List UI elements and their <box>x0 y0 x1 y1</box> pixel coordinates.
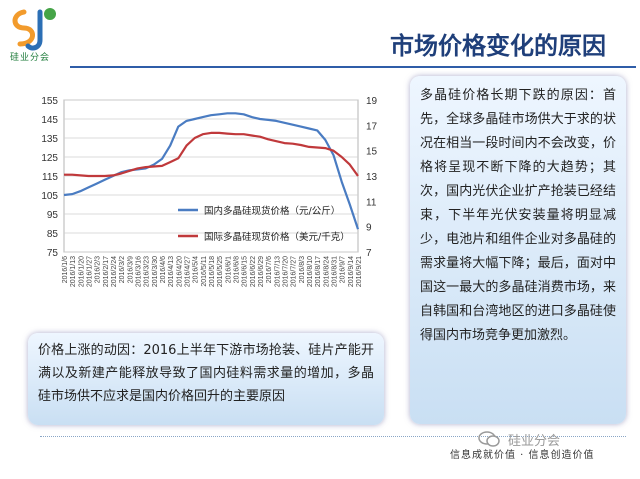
y-right-tick-label: 9 <box>366 223 372 234</box>
x-tick-label: 2016/4/13 <box>168 256 175 287</box>
x-tick-label: 2016/8/17 <box>315 256 322 287</box>
x-tick-label: 2016/6/1 <box>225 256 232 283</box>
x-tick-label: 2016/8/31 <box>332 256 339 287</box>
y-right-tick-label: 13 <box>366 172 378 183</box>
rise-reasons-box: 价格上涨的动因：2016上半年下游市场抢装、硅片产能开满以及新建产能释放导致了国… <box>28 333 384 425</box>
x-tick-label: 2016/3/9 <box>127 256 134 283</box>
x-tick-label: 2016/4/20 <box>176 256 183 287</box>
x-tick-label: 2016/2/24 <box>111 256 118 287</box>
y-right-tick-label: 7 <box>366 248 372 259</box>
y-left-tick-label: 155 <box>41 96 58 107</box>
x-tick-label: 2016/9/21 <box>356 256 363 287</box>
footer-slogan: 信息成就价值 · 信息创造价值 <box>450 450 595 461</box>
x-tick-label: 2016/5/11 <box>201 256 208 287</box>
decline-reasons-box: 多晶硅价格长期下跌的原因：首先，全球多晶硅市场供大于求的状况在相当一段时间内不会… <box>410 76 626 424</box>
y-left-tick-label: 75 <box>47 248 59 259</box>
x-tick-label: 2016/3/16 <box>136 256 143 287</box>
x-tick-label: 2016/5/18 <box>209 256 216 287</box>
footer-divider <box>40 436 626 437</box>
x-tick-label: 2016/7/27 <box>291 256 298 287</box>
chart-svg: 75 85 95 105 115 125 135 145 155 7 9 11 13 15 17 19 2016… <box>41 96 378 287</box>
x-tick-label: 2016/6/29 <box>258 256 265 287</box>
y-left-tick-label: 135 <box>41 134 58 145</box>
x-tick-label: 2016/1/27 <box>87 256 94 287</box>
watermark: 硅业分会 <box>508 434 561 449</box>
title-divider <box>70 66 636 68</box>
x-tick-label: 2016/9/7 <box>340 256 347 283</box>
x-tick-label: 2016/4/6 <box>160 256 167 283</box>
y-left-tick-label: 125 <box>41 153 58 164</box>
y-right-tick-label: 11 <box>366 197 377 208</box>
series-line <box>64 131 359 178</box>
x-tick-label: 2016/5/25 <box>217 256 224 287</box>
x-tick-label: 2016/7/13 <box>274 256 281 287</box>
price-chart: 75 85 95 105 115 125 135 145 155 7 9 11 13 15 17 19 2016… <box>8 86 390 318</box>
x-tick-label: 2016/5/4 <box>193 256 200 283</box>
x-tick-label: 2016/2/17 <box>103 256 110 287</box>
x-tick-label: 2016/4/27 <box>185 256 192 287</box>
x-tick-label: 2016/6/15 <box>242 256 249 287</box>
y-left-tick-label: 145 <box>41 115 58 126</box>
wechat-icon <box>478 431 500 447</box>
y-left-tick-label: 95 <box>47 210 59 221</box>
legend-label: 国际多晶硅现货价格（美元/千克） <box>204 231 350 243</box>
x-tick-label: 2016/9/14 <box>348 256 355 287</box>
x-tick-label: 2016/7/20 <box>283 256 290 287</box>
y-left-tick-label: 85 <box>47 229 59 240</box>
legend-label: 国内多晶硅现货价格（元/公斤） <box>204 205 340 217</box>
y-right-tick-label: 15 <box>366 147 378 158</box>
decline-reasons-text: 多晶硅价格长期下跌的原因：首先，全球多晶硅市场供大于求的状况在相当一段时间内不会… <box>420 88 616 343</box>
rise-reasons-text: 价格上涨的动因：2016上半年下游市场抢装、硅片产能开满以及新建产能释放导致了国… <box>38 343 374 404</box>
y-right-tick-label: 19 <box>366 96 378 107</box>
x-tick-label: 2016/8/10 <box>307 256 314 287</box>
x-tick-label: 2016/1/6 <box>62 256 69 283</box>
x-tick-label: 2016/8/3 <box>299 256 306 283</box>
y-left-tick-label: 115 <box>42 172 58 183</box>
x-tick-label: 2016/1/13 <box>70 256 77 287</box>
x-tick-label: 2016/2/3 <box>95 256 102 283</box>
x-tick-label: 2016/3/2 <box>119 256 126 283</box>
y-right-tick-label: 17 <box>366 121 378 132</box>
x-tick-label: 2016/6/8 <box>234 256 241 283</box>
logo-caption: 硅业分会 <box>10 53 51 63</box>
x-tick-label: 2016/7/6 <box>266 256 273 283</box>
x-tick-label: 2016/3/23 <box>144 256 151 287</box>
x-tick-label: 2016/6/22 <box>250 256 257 287</box>
x-tick-label: 2016/1/20 <box>78 256 85 287</box>
y-left-tick-label: 105 <box>41 191 58 202</box>
page-title: 市场价格变化的原因 <box>390 32 606 60</box>
x-tick-label: 2016/3/30 <box>152 256 159 287</box>
x-tick-label: 2016/8/24 <box>323 256 330 287</box>
logo-icon <box>12 8 56 51</box>
